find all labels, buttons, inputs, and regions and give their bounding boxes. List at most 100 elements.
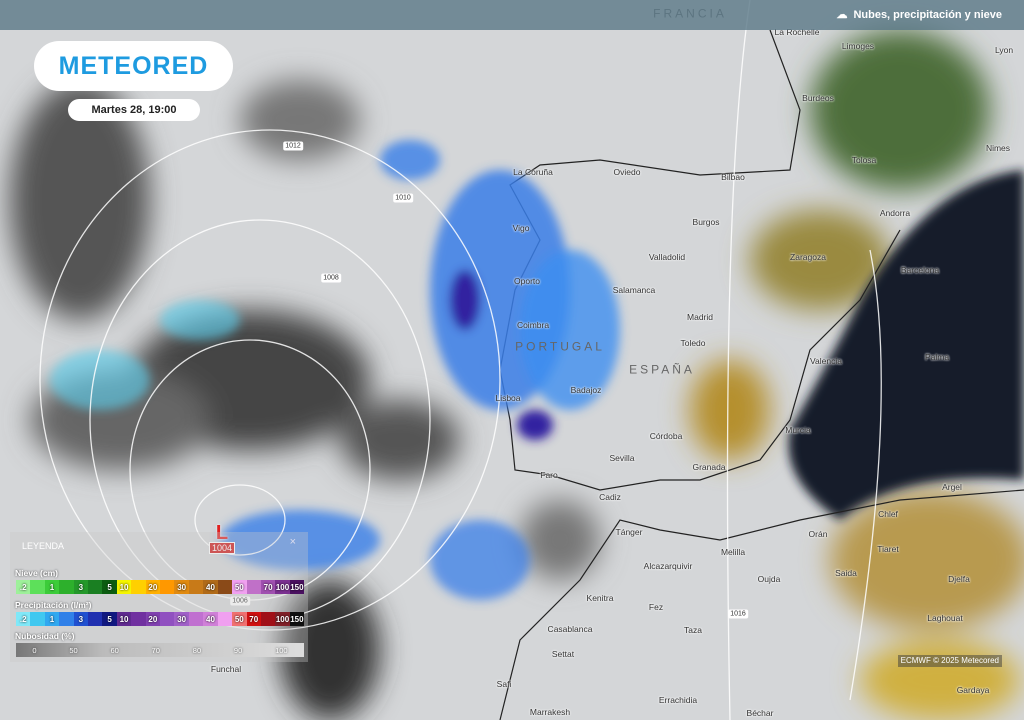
city-label: Badajoz	[570, 385, 602, 395]
legend-title: LEYENDA	[22, 541, 65, 551]
city-label: Nimes	[985, 143, 1011, 153]
city-label: La Rochelle	[774, 27, 820, 37]
isobar-label: 1016	[728, 609, 748, 619]
city-label: Tiaret	[877, 544, 899, 554]
cloud-scale-step: 80	[192, 645, 202, 655]
precip-scale-step	[160, 612, 175, 626]
precip-scale-step	[59, 612, 74, 626]
snow-scale-step	[59, 580, 74, 594]
cloud-scale-label: Nubosidad (%)	[15, 631, 75, 641]
low-pressure-marker: L 1004	[209, 523, 236, 554]
snow-scale-step: 10	[116, 580, 132, 594]
city-label: Funchal	[210, 664, 242, 674]
city-label: Faro	[540, 470, 558, 480]
precip-scale-step	[88, 612, 103, 626]
snow-scale-step: 100	[275, 580, 290, 594]
precip-scale-step: 50	[232, 612, 247, 626]
precip-scale-step: 30	[174, 612, 189, 626]
precipitation-layer	[50, 140, 620, 600]
city-label: Toledo	[680, 338, 706, 348]
city-label: La Coruña	[513, 167, 553, 177]
city-label: Oviedo	[613, 167, 641, 177]
snow-scale-step: 3	[73, 580, 89, 594]
city-label: Marrakesh	[529, 707, 571, 717]
city-label: Melilla	[720, 547, 746, 557]
city-label: Limoges	[841, 41, 875, 51]
precip-scale-step	[260, 612, 276, 626]
precip-scale-step: .2	[16, 612, 31, 626]
precip-scale-step: 20	[145, 612, 161, 626]
precip-scale-step: 100	[275, 612, 290, 626]
city-label: Sevilla	[609, 453, 635, 463]
snow-scale-step	[131, 580, 146, 594]
precip-scale: .2 1 3 5 10 20 30 40 50 70 100 150	[16, 612, 305, 626]
city-label: Lyon	[994, 45, 1014, 55]
cloud-scale-step: 100	[275, 645, 288, 655]
snow-scale-step: 50	[232, 580, 247, 594]
legend-panel: LEYENDA ×	[10, 532, 308, 662]
city-label: Safi	[496, 679, 512, 689]
cloud-scale-step: 50	[69, 645, 78, 655]
city-label: Andorra	[879, 208, 911, 218]
city-label: Madrid	[687, 312, 713, 322]
city-label: Córdoba	[649, 431, 683, 441]
snow-scale-step: 40	[203, 580, 218, 594]
snow-scale-step: 1	[44, 580, 60, 594]
attribution: ECMWF © 2025 Metecored	[897, 655, 1002, 667]
legend-close-button[interactable]: ×	[289, 536, 296, 548]
coastlines	[499, 29, 1024, 720]
city-label: PORTUGAL	[515, 339, 605, 354]
precip-scale-step	[30, 612, 45, 626]
city-label: Errachidia	[658, 695, 698, 705]
forecast-date[interactable]: Martes 28, 19:00	[68, 99, 200, 121]
city-label: Gardaya	[956, 685, 990, 695]
snow-scale-step: 150	[289, 580, 305, 594]
city-label: Salamanca	[612, 285, 656, 295]
cloud-scale-step: 0	[32, 645, 37, 655]
precip-scale-step: 40	[203, 612, 218, 626]
snow-scale-step: 30	[174, 580, 189, 594]
snow-scale-label: Nieve (cm)	[15, 568, 58, 578]
city-label: Zaragoza	[790, 252, 826, 262]
city-label: Barcelona	[900, 265, 940, 275]
snow-scale-step	[160, 580, 175, 594]
city-label: Orán	[808, 529, 828, 539]
city-label: Settat	[551, 649, 575, 659]
snow-scale-step	[188, 580, 204, 594]
precip-scale-label: Precipitación (l/m²)	[15, 600, 92, 610]
isobar-label: 1006	[230, 596, 250, 606]
city-label: Coimbra	[516, 320, 550, 330]
city-label: Valencia	[810, 356, 842, 366]
city-label: Tánger	[615, 527, 643, 537]
city-label: Argel	[942, 482, 962, 492]
city-label: Béchar	[746, 708, 774, 718]
precip-scale-step: 10	[116, 612, 132, 626]
snow-scale-step: 5	[102, 580, 117, 594]
city-label: Burgos	[692, 217, 720, 227]
city-label: Oporto	[514, 276, 540, 286]
precip-scale-step	[131, 612, 146, 626]
snow-scale: .2 1 3 5 10 20 30 40 50 70 100 150	[16, 580, 305, 594]
city-label: ESPAÑA	[629, 362, 695, 377]
city-label: Burdeos	[802, 93, 834, 103]
snow-scale-step: 20	[145, 580, 161, 594]
city-label: Lisboa	[495, 393, 521, 403]
city-label: Vigo	[512, 223, 530, 233]
precip-scale-step	[188, 612, 204, 626]
precip-scale-step: 1	[44, 612, 60, 626]
precip-scale-step	[217, 612, 233, 626]
snow-scale-step: 70	[260, 580, 276, 594]
city-label: Laghouat	[927, 613, 963, 623]
city-label: Alcazarquivir	[643, 561, 693, 571]
precip-scale-step: 5	[102, 612, 117, 626]
city-label: Bilbao	[721, 172, 745, 182]
layer-title: Nubes, precipitación y nieve	[853, 8, 1002, 21]
city-label: Cadiz	[599, 492, 621, 502]
layer-selector[interactable]: ☁ Nubes, precipitación y nieve	[836, 8, 1002, 22]
city-label: Granada	[692, 462, 726, 472]
precip-scale-step: 150	[289, 612, 305, 626]
mediterranean-sea	[788, 170, 1024, 520]
meteored-logo[interactable]: METEORED	[34, 41, 233, 91]
snow-scale-step	[88, 580, 103, 594]
